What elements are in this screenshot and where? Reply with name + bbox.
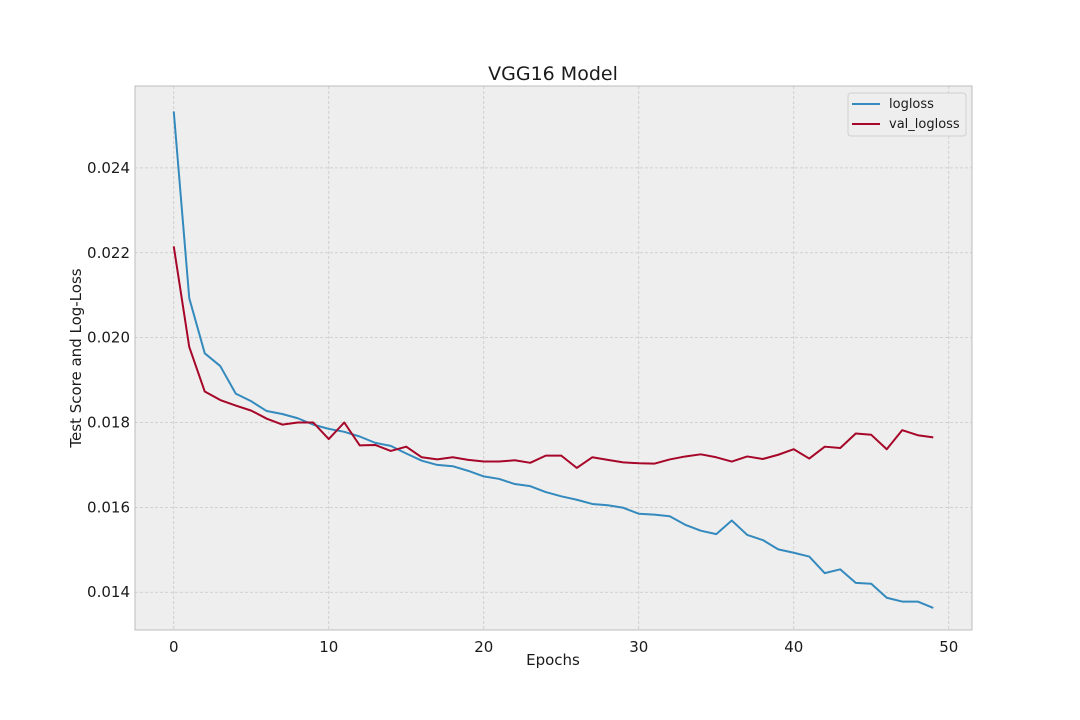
y-tick-label: 0.024 (87, 159, 130, 177)
x-tick-label: 0 (169, 638, 179, 656)
x-tick-label: 50 (939, 638, 958, 656)
x-tick-label: 30 (629, 638, 648, 656)
y-tick-label: 0.016 (87, 498, 130, 516)
y-tick-label: 0.022 (87, 244, 130, 262)
y-tick-label: 0.020 (87, 329, 130, 347)
legend: logloss val_logloss (848, 93, 966, 136)
y-tick-label: 0.014 (87, 583, 130, 601)
legend-label-val-logloss: val_logloss (889, 117, 960, 132)
y-tick-label: 0.018 (87, 413, 130, 431)
x-axis-label: Epochs (526, 651, 580, 669)
x-tick-label: 40 (784, 638, 803, 656)
y-axis-label: Test Score and Log-Loss (67, 268, 85, 448)
chart-title: VGG16 Model (488, 63, 618, 85)
x-tick-label: 10 (319, 638, 338, 656)
legend-label-logloss: logloss (889, 97, 934, 112)
x-tick-label: 20 (474, 638, 493, 656)
